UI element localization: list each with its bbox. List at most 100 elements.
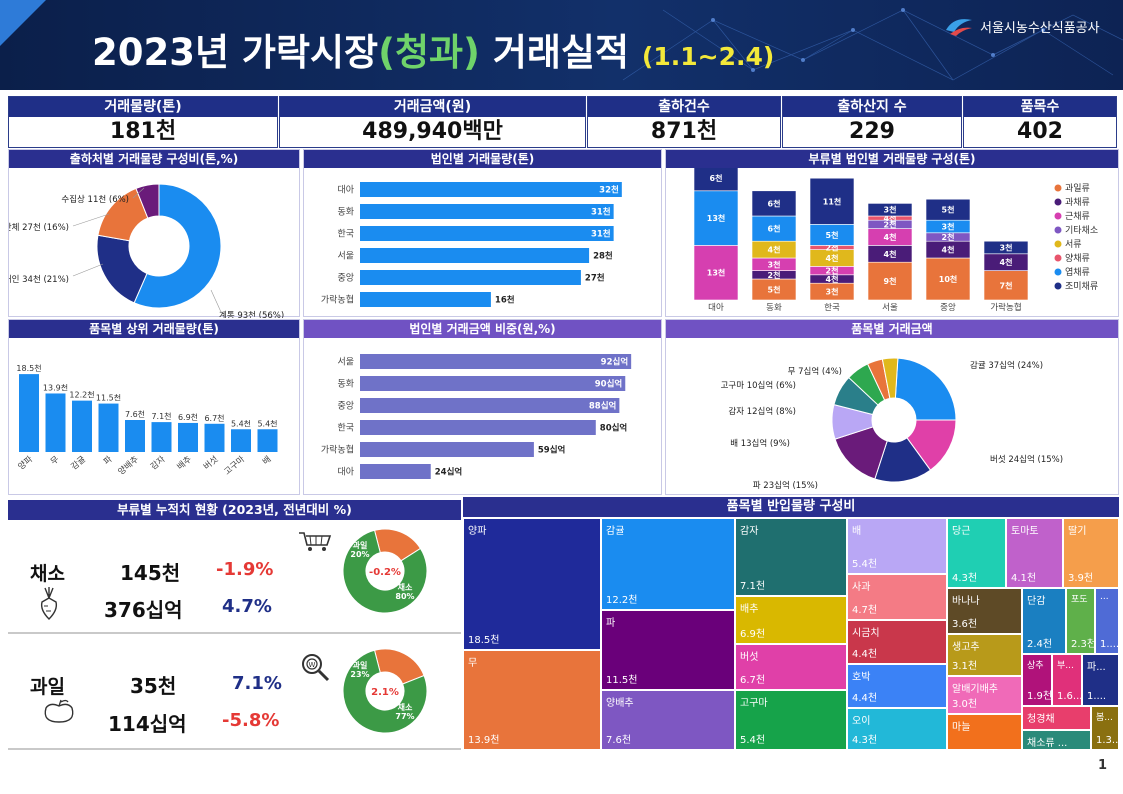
treemap-cell-value: 1.6... [1057,691,1082,702]
treemap-cell: ... 1.... [1095,588,1119,654]
org-logo: 서울시농수산식품공사 [944,14,1100,38]
legend-marker [1054,212,1062,220]
treemap-cell-name: 배추 [740,604,759,615]
category-label: 서울 [337,357,354,368]
bar [360,248,590,263]
treemap-cell-name: 상추 [1027,661,1044,671]
category-label: 서울 [882,303,898,313]
treemap-cell: 시금치 4.4천 [847,620,947,664]
treemap-cell: 부... 1.6... [1052,654,1082,706]
category-label: 대아 [708,302,724,313]
bar [125,420,145,452]
category-label: 대아 [337,467,354,478]
stacked-volume-chart: 13천13천6천대아5천2천3천4천6천6천동화3천4천2천4천2천5천11천한… [693,168,1098,313]
data-label: 31천 [591,229,611,240]
kpi-value: 489,940백만 [362,119,503,144]
bar [98,403,119,452]
treemap-cell-value: 18.5천 [468,635,500,646]
veg-volume: 145천 [120,561,181,585]
category-label: 배 [261,455,273,468]
category-label: 중앙 [940,302,956,313]
legend-marker [1054,240,1062,248]
slice-name: 채소 [398,582,413,592]
legend-label: 과채류 [1065,197,1090,208]
treemap-cell-name: 생고추 [952,642,980,653]
treemap-cell: 배추 6.9천 [735,596,847,644]
panel-title: 법인별 거래물량(톤) [304,150,661,168]
bar [360,270,581,285]
bar [231,429,251,452]
data-label: 80십억 [600,423,627,434]
legend-label: 양채류 [1065,253,1090,264]
kpi-label: 출하건수 [588,97,780,117]
data-label: 16천 [495,295,515,306]
legend-marker [1054,282,1062,290]
fruit-summary: 과일 35천 7.1% 114십억 -5.8% W 과일 23% 채소 77% 2.1% [8,636,461,746]
treemap-cell-value: 1.3... [1096,735,1119,746]
treemap-cell: 파 11.5천 [601,610,735,690]
kpi-value: 181천 [109,119,177,144]
fruit-name: 과일 [30,676,65,698]
legend-marker [1054,198,1062,206]
treemap-cell: 양배추 7.6천 [601,690,735,750]
panel-title: 부류별 법인별 거래물량 구성(톤) [666,150,1118,168]
donut-label: 고구마 10십억 (6%) [721,380,796,391]
treemap-cell-name: 감자 [740,526,759,537]
bar [360,398,620,413]
panel-supplier-donut: 출하처별 거래물량 구성비(톤,%) 계통 93천 (56%) 개인 34천 (2… [8,149,300,318]
treemap-cell-value: 4.1천 [1011,573,1037,584]
donut-label: 단체 27천 (16%) [9,222,69,233]
kpi-value: 871천 [650,119,718,144]
legend-marker [1054,184,1062,192]
title-green: (청과) [378,31,480,74]
treemap-cell-value: 4.3천 [852,735,878,746]
panel-title: 출하처별 거래물량 구성비(톤,%) [9,150,299,168]
slice-value: 23% [350,670,369,679]
donut-slice [133,183,222,309]
treemap-cell: 오이 4.3천 [847,708,947,750]
kpi-label: 거래금액(원) [280,97,585,117]
kpi-items: 품목수 402 [963,96,1117,148]
treemap-cell-value: 2.3천 [1071,639,1095,650]
treemap-cell: 봄... 1.3... [1091,706,1119,750]
treemap-cell: 청경채 [1022,706,1091,730]
legend-label: 기타채소 [1065,225,1098,236]
treemap-cell: 생고추 3.1천 [947,634,1022,676]
treemap-cell: 상추 1.9천 [1022,654,1052,706]
veg-volume-change: -1.9% [216,559,274,580]
data-label: 4천 [1000,257,1013,267]
treemap-cell-value: 1.9천 [1027,691,1052,702]
treemap-cell-name: 시금치 [852,628,880,639]
corner-triangle [0,0,46,46]
treemap-cell-value: 13.9천 [468,735,500,746]
data-label: 28천 [593,251,613,262]
stack-segment [925,257,971,301]
panel-top-items: 품목별 상위 거래물량(톤) 18.5천 양파 13.9천 무 12.2천 감귤 11.5천… [8,319,300,495]
category-label: 가락농협 [990,302,1021,313]
category-label: 양배추 [116,454,141,478]
treemap-cell-value: 6.9천 [740,629,766,640]
leader-line [210,289,222,313]
legend-label: 조미채류 [1065,281,1098,292]
donut-label: 감자 12십억 (8%) [728,406,796,417]
donut-label: 배 13십억 (9%) [730,438,790,449]
stack-segment [751,215,797,242]
treemap-cell-value: 1.... [1087,691,1107,702]
bar [257,429,278,452]
treemap-cell: 감자 7.1천 [735,518,847,596]
donut-label: 무 7십억 (4%) [788,366,842,377]
treemap-cell-value: 6.7천 [740,675,766,686]
stack-segment [925,198,971,221]
category-label: 동화 [337,379,354,390]
data-label: 5.4천 [257,418,277,428]
data-label: 24십억 [435,467,462,478]
page-title: 2023년 가락시장(청과) 거래실적 (1.1~2.4) [92,31,775,74]
data-label: 4천 [826,253,839,263]
donut-label: 계통 93천 (56%) [219,310,284,318]
donut-label: 수집상 11천 (6%) [61,194,129,205]
item-amount-chart: 감귤 37십억 (24%)버섯 24십억 (15%)양파 23십억 (15%)파… [721,357,1063,491]
